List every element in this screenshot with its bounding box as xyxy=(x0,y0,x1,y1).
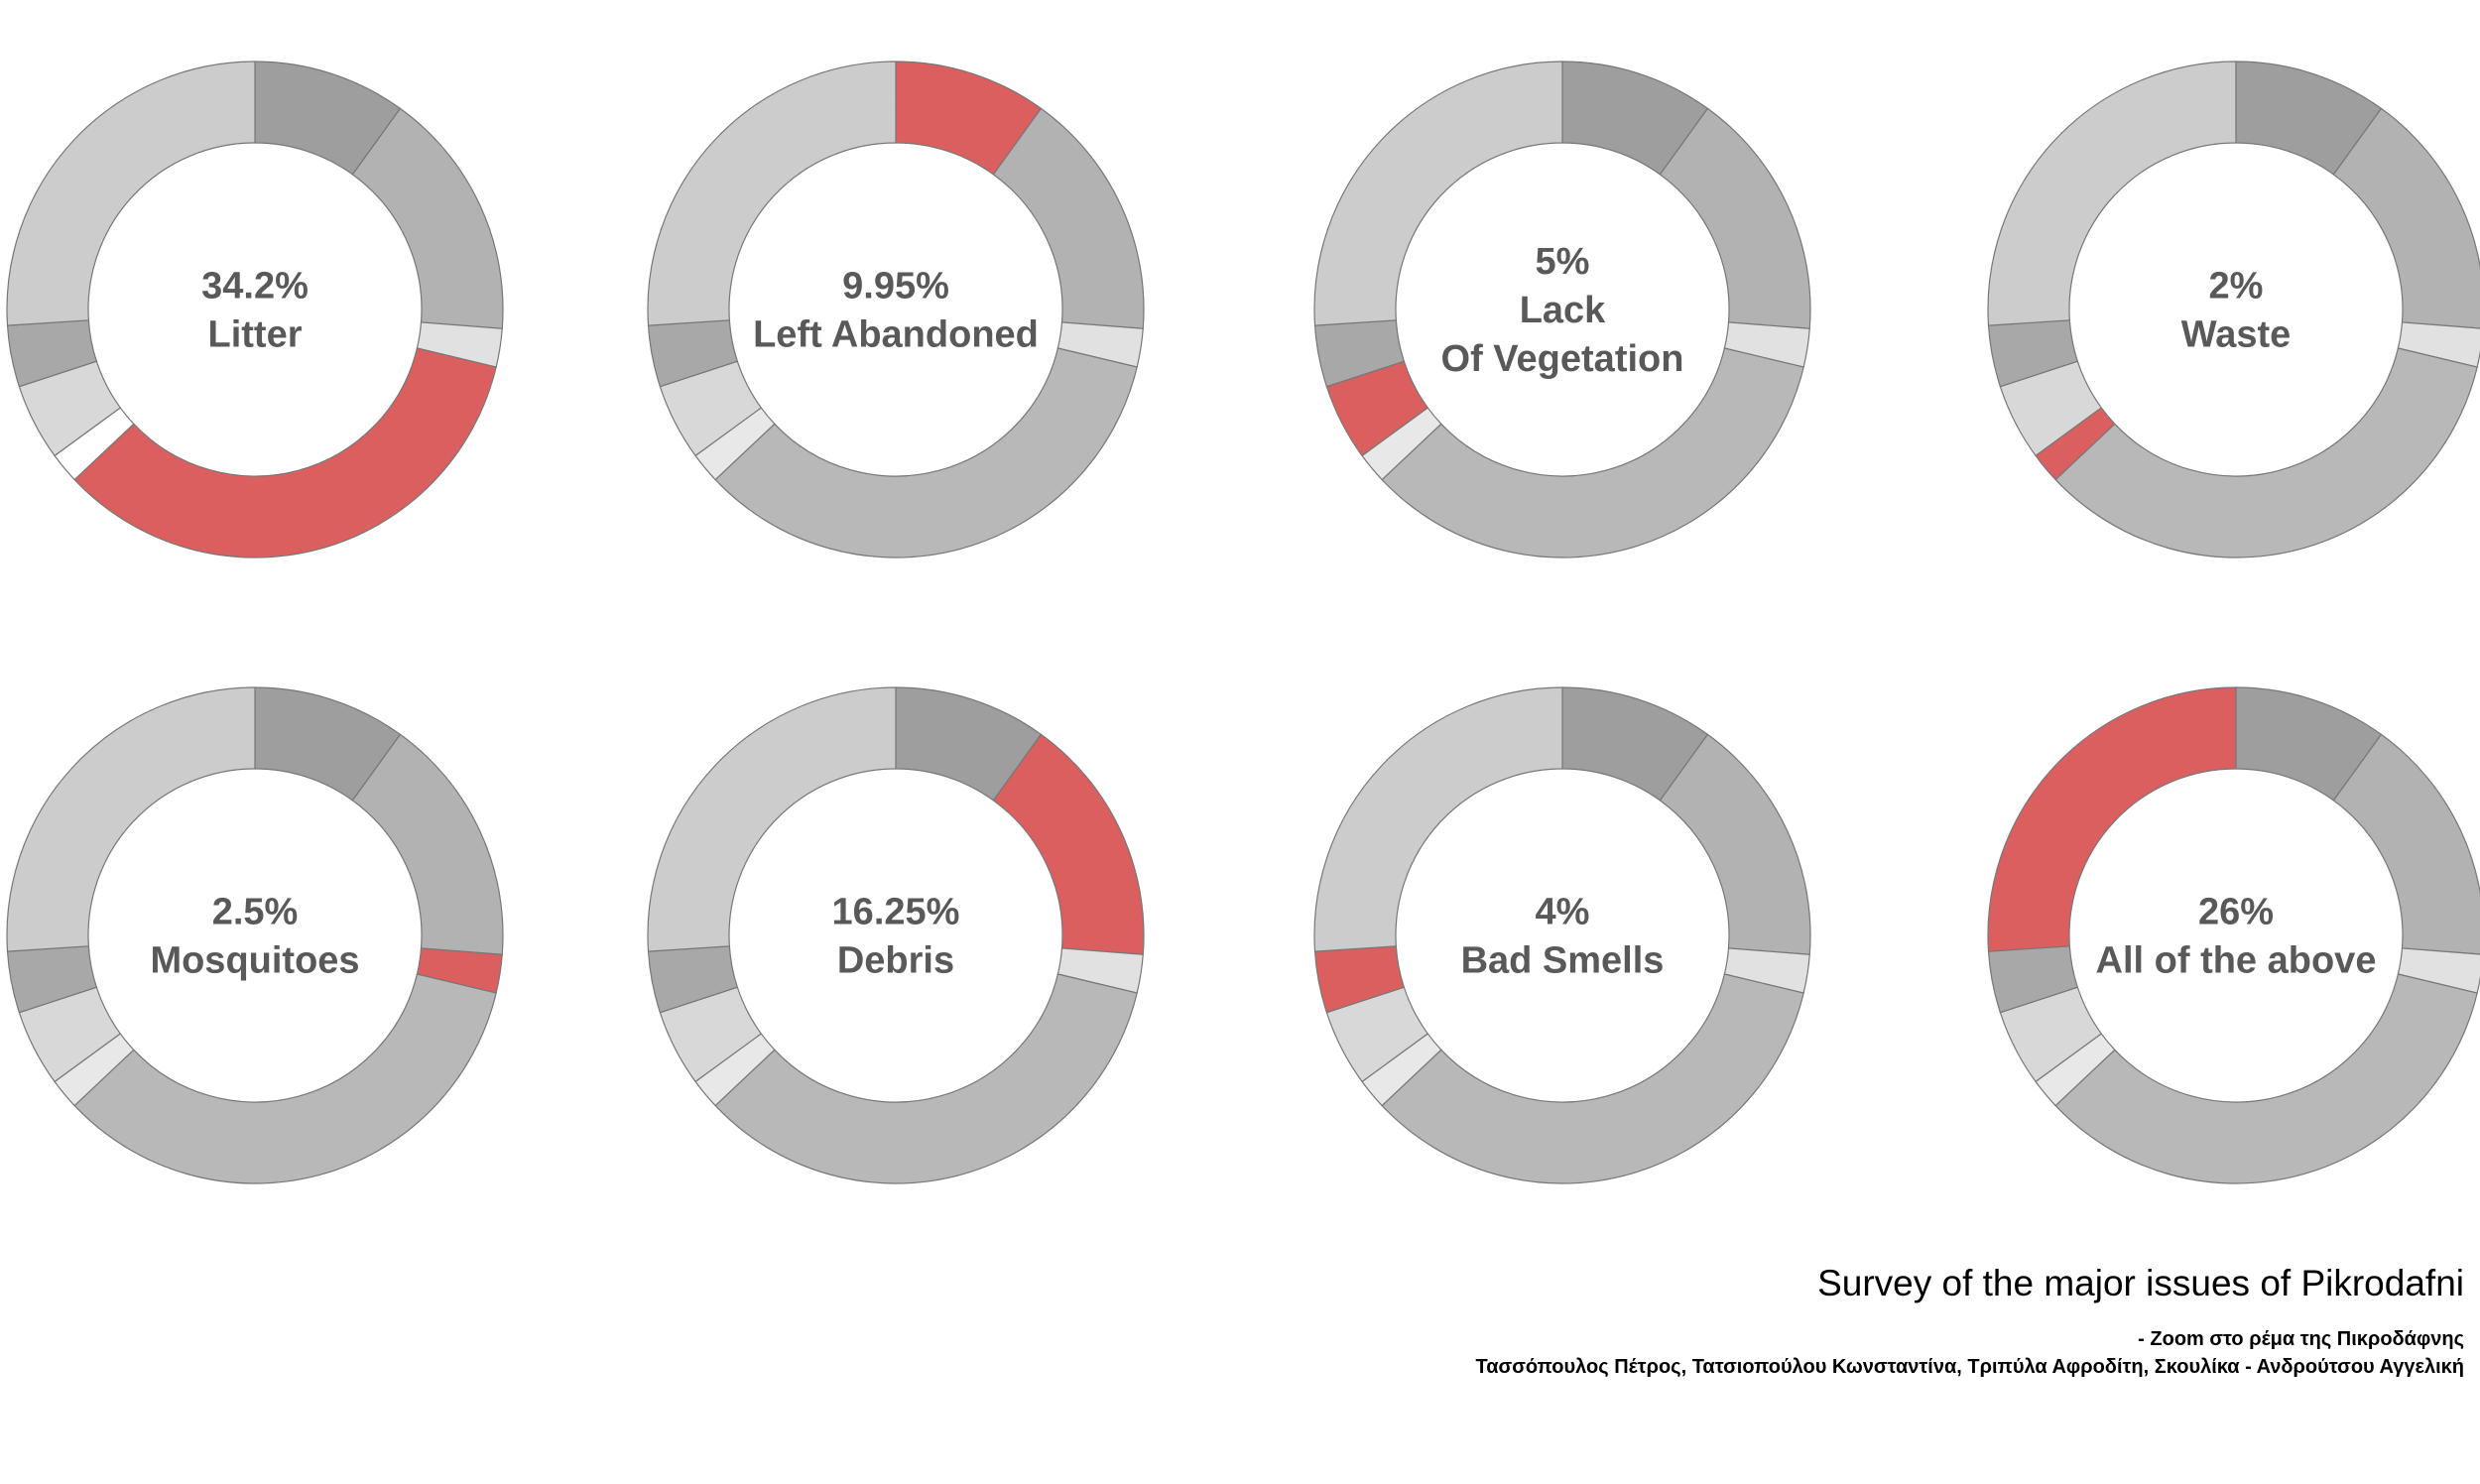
percent-label: 26% xyxy=(2198,892,2274,933)
survey-title: Survey of the major issues of Pikrodafni xyxy=(1817,1263,2464,1303)
slice-all-of-the-above xyxy=(647,61,897,326)
donut-chart-bad-smells: 4% Bad Smells xyxy=(1313,686,1811,1184)
category-label: Litter xyxy=(208,314,303,356)
slice-litter xyxy=(73,347,497,558)
category-label: Lack xyxy=(1520,290,1606,331)
percent-label: 4% xyxy=(1536,892,1590,933)
survey-authors: Τασσόπουλος Πέτρος, Τατσιοπούλου Κωνσταν… xyxy=(1475,1356,2464,1378)
footer: Survey of the major issues of Pikrodafni… xyxy=(1475,1260,2464,1381)
category-label: Of Vegetation xyxy=(1441,338,1684,380)
slice-all-of-the-above xyxy=(6,686,256,952)
slice-debris xyxy=(2332,733,2480,955)
category-label: Debris xyxy=(837,940,954,982)
donut-chart-mosquitoes: 2.5% Mosquitoes xyxy=(6,686,504,1184)
percent-label: 9.95% xyxy=(842,266,949,308)
slice-litter xyxy=(1381,973,1804,1184)
slice-all-of-the-above xyxy=(1987,61,2237,326)
percent-label: 34.2% xyxy=(201,266,309,308)
slice-all-of-the-above xyxy=(1313,686,1563,952)
percent-label: 2% xyxy=(2209,266,2264,308)
slice-all-of-the-above xyxy=(6,61,256,326)
slice-all-of-the-above xyxy=(1987,686,2237,952)
donut-chart-litter: 34.2% Litter xyxy=(6,61,504,558)
category-label: Left Abandoned xyxy=(753,314,1039,356)
slice-all-of-the-above xyxy=(647,686,897,952)
slice-litter xyxy=(2054,973,2478,1184)
category-label: Bad Smells xyxy=(1461,940,1665,982)
survey-subtitle: - Zoom στο ρέμα της Πικροδάφνης xyxy=(2138,1328,2464,1350)
donut-chart-lack-of-vegetation: 5% Lack Of Vegetation xyxy=(1313,61,1811,558)
category-label: Waste xyxy=(2181,314,2292,356)
percent-label: 2.5% xyxy=(212,892,299,933)
donut-charts-grid: 34.2% Litter 9.95% Left Abandoned 5% Lack Of V… xyxy=(6,61,2480,1184)
donut-chart-debris: 16.25% Debris xyxy=(647,686,1145,1184)
slice-debris xyxy=(2332,107,2480,329)
percent-label: 16.25% xyxy=(832,892,960,933)
category-label: Mosquitoes xyxy=(150,940,359,982)
slice-litter xyxy=(2054,347,2478,558)
slice-litter xyxy=(1381,347,1804,558)
donut-chart-left-abandoned: 9.95% Left Abandoned xyxy=(647,61,1145,558)
slice-litter xyxy=(714,347,1138,558)
donut-chart-all-of-the-above: 26% All of the above xyxy=(1987,686,2480,1184)
category-label: All of the above xyxy=(2096,940,2377,982)
slice-all-of-the-above xyxy=(1313,61,1563,326)
slice-litter xyxy=(714,973,1138,1184)
donut-chart-waste: 2% Waste xyxy=(1987,61,2480,558)
percent-label: 5% xyxy=(1536,241,1590,283)
slice-litter xyxy=(73,973,497,1184)
